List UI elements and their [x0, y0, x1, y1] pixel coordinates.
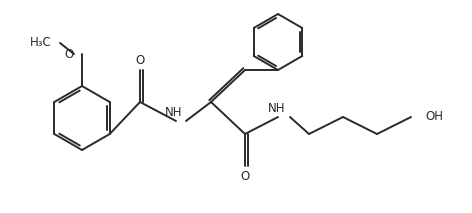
Text: O: O — [65, 47, 74, 60]
Text: O: O — [240, 170, 250, 183]
Text: NH: NH — [268, 102, 286, 115]
Text: O: O — [135, 53, 144, 66]
Text: H₃C: H₃C — [30, 36, 52, 49]
Text: OH: OH — [425, 111, 443, 124]
Text: NH: NH — [165, 106, 183, 119]
